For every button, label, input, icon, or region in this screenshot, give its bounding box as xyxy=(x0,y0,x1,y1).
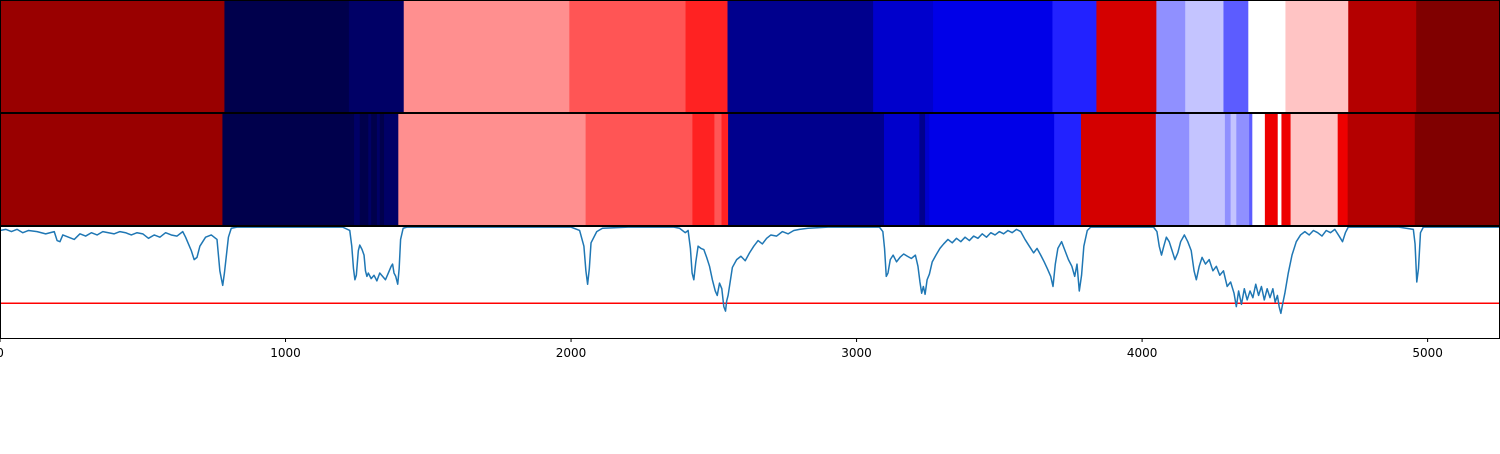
heatmap-segment xyxy=(721,113,729,225)
heatmap-segment xyxy=(728,113,885,225)
heatmap-segment xyxy=(919,113,926,225)
x-tick-label: 3000 xyxy=(841,346,872,360)
heatmap-segment xyxy=(692,113,715,225)
heatmap-segment xyxy=(714,113,723,225)
heatmap-segment xyxy=(376,113,381,225)
x-axis: 0 1000 2000 3000 4000 5000 xyxy=(0,338,1443,360)
heatmap-segment xyxy=(883,113,920,225)
heatmap-segment xyxy=(585,113,693,225)
line-series xyxy=(0,226,1499,315)
heatmap-segment xyxy=(929,113,1055,225)
heatmap-segment xyxy=(398,113,587,225)
heatmap-segment xyxy=(1414,113,1500,225)
heatmap-segment xyxy=(384,113,399,225)
line-plot-panel xyxy=(0,226,1499,315)
heatmap-segment xyxy=(727,0,874,112)
heatmap-segment xyxy=(1348,0,1417,112)
heatmap-segment xyxy=(1189,113,1226,225)
heatmap-segment xyxy=(1347,113,1416,225)
heatmap-segment xyxy=(1096,0,1157,112)
heatmap-segment xyxy=(569,0,687,112)
x-tick-label: 4000 xyxy=(1127,346,1158,360)
heatmap-segment xyxy=(348,0,405,112)
heatmap-segment xyxy=(1281,113,1292,225)
heatmap-segment xyxy=(368,113,372,225)
heatmap-segment xyxy=(1054,113,1082,225)
heatmap-segment xyxy=(371,113,378,225)
heatmap-segment xyxy=(1236,113,1250,225)
heatmap-segment xyxy=(1052,0,1098,112)
heatmap-segment xyxy=(1416,0,1500,112)
heatmap-segment xyxy=(1224,113,1232,225)
x-tick-label: 5000 xyxy=(1412,346,1443,360)
heatmap-segment xyxy=(1264,113,1279,225)
heatmap-segment xyxy=(222,113,355,225)
heatmap-segment xyxy=(224,0,350,112)
heatmap-segment xyxy=(873,0,934,112)
x-tick-label: 2000 xyxy=(556,346,587,360)
heatmap-segment xyxy=(1248,0,1287,112)
heatmap-segment xyxy=(354,113,361,225)
heatmap-segment xyxy=(1155,113,1190,225)
heatmap-segment xyxy=(1290,113,1339,225)
heatmap-segment xyxy=(1230,113,1237,225)
heatmap-segment xyxy=(1185,0,1225,112)
heatmap-segment xyxy=(1277,113,1283,225)
heatmap-segment xyxy=(1249,113,1253,225)
heatmap-segment xyxy=(925,113,930,225)
heatmap-segment xyxy=(359,113,369,225)
heatmap-segment xyxy=(1080,113,1157,225)
heatmap-segment xyxy=(0,113,224,225)
segment-heatmap-bottom xyxy=(0,113,1500,225)
x-tick-label: 0 xyxy=(0,346,4,360)
segment-heatmap-top xyxy=(0,0,1500,112)
heatmap-segment xyxy=(1337,113,1349,225)
heatmap-segment xyxy=(0,0,226,112)
heatmap-segment xyxy=(403,0,570,112)
heatmap-segment xyxy=(685,0,729,112)
x-tick-label: 1000 xyxy=(270,346,301,360)
heatmap-segment xyxy=(1285,0,1349,112)
heatmap-segment xyxy=(1223,0,1249,112)
heatmap-segment xyxy=(1252,113,1266,225)
heatmap-segment xyxy=(379,113,385,225)
heatmap-segment xyxy=(1156,0,1186,112)
heatmap-segment xyxy=(933,0,1054,112)
